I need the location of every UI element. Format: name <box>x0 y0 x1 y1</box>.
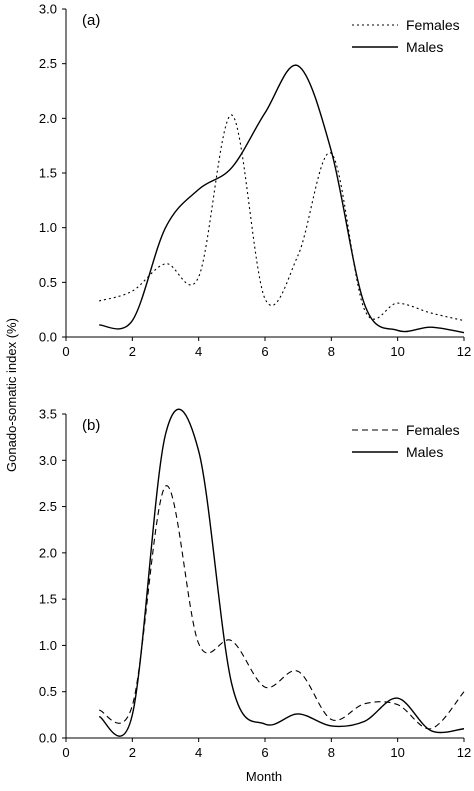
panel-b-y-tick-label: 2.0 <box>39 545 57 560</box>
panel-b-legend-label-males: Males <box>406 444 443 460</box>
panel-a-legend-label-females: Females <box>406 17 460 33</box>
panel-a-series-females-line <box>99 114 465 322</box>
panel-a-series-males-line <box>99 64 465 334</box>
panel-a-x-tick-label: 12 <box>457 344 471 359</box>
panel-a-y-tick-label: 3.0 <box>39 2 57 17</box>
panel-b-x-tick-label: 2 <box>129 745 136 760</box>
panel-a-y-tick-label: 2.0 <box>39 111 57 126</box>
panel-a-x-tick-label: 8 <box>328 344 335 359</box>
panel-b-y-tick-label: 3.0 <box>39 453 57 468</box>
panel-b-y-tick-label: 2.5 <box>39 499 57 514</box>
panel-a-x-tick-label: 0 <box>62 344 69 359</box>
panel-b-x-tick-label: 8 <box>328 745 335 760</box>
panel-b-y-tick-label: 1.0 <box>39 638 57 653</box>
y-axis-title: Gonado-somatic index (%) <box>4 318 19 472</box>
panel-a-label: (a) <box>82 12 100 29</box>
panel-b-y-tick-label: 3.5 <box>39 407 57 422</box>
panel-a-x-tick-label: 6 <box>261 344 268 359</box>
panel-a-x-tick-label: 4 <box>195 344 202 359</box>
panel-b-series-males-line <box>98 408 465 737</box>
panel-b-y-tick-label: 0.0 <box>39 731 57 746</box>
panel-b-chart: 0.0 0.5 1.0 1.5 2.0 2.5 3.0 3.5 0 2 4 6 8 10 12 (b) Fema… <box>39 407 471 761</box>
panel-a-x-tick-label: 10 <box>390 344 404 359</box>
panel-b-series-females-line <box>99 485 465 730</box>
panel-b-x-tick-label: 4 <box>195 745 202 760</box>
panel-b-x-tick-label: 10 <box>390 745 404 760</box>
panel-b-label: (b) <box>82 417 100 434</box>
panel-a-chart: 0.0 0.5 1.0 1.5 2.0 2.5 3.0 0 2 4 6 8 10 12 (a) Females… <box>39 2 471 360</box>
panel-b-y-tick-label: 1.5 <box>39 592 57 607</box>
panel-a-y-tick-label: 1.0 <box>39 220 57 235</box>
x-axis-title: Month <box>246 769 282 784</box>
panel-a-y-tick-label: 1.5 <box>39 166 57 181</box>
panel-b-x-tick-label: 0 <box>62 745 69 760</box>
panel-b-y-tick-label: 0.5 <box>39 684 57 699</box>
panel-a-y-tick-label: 2.5 <box>39 56 57 71</box>
panel-a-x-tick-label: 2 <box>129 344 136 359</box>
panel-b-legend-label-females: Females <box>406 422 460 438</box>
panel-a-legend-label-males: Males <box>406 39 443 55</box>
panel-b-x-tick-label: 6 <box>261 745 268 760</box>
panel-a-y-tick-label: 0.5 <box>39 275 57 290</box>
panel-a-y-tick-label: 0.0 <box>39 330 57 345</box>
panel-b-x-tick-label: 12 <box>457 745 471 760</box>
